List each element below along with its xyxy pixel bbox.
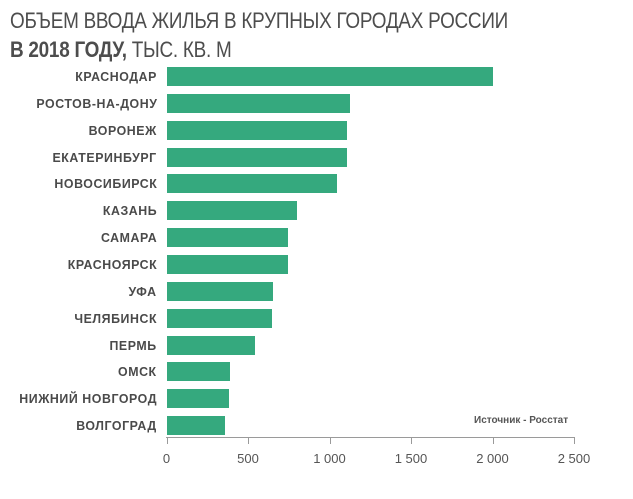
bar (167, 335, 256, 355)
bar-row: ПЕРМЬ (0, 335, 633, 355)
bar (167, 201, 298, 221)
bar (167, 93, 351, 113)
category-label: ЧЕЛЯБИНСК (74, 310, 157, 326)
category-label: ВОЛГОГРАД (76, 418, 157, 434)
category-label: УФА (128, 283, 157, 299)
category-label: ВОРОНЕЖ (88, 122, 157, 138)
x-axis-tick-label: 2 500 (557, 451, 591, 466)
x-axis-tick-label: 500 (237, 451, 259, 466)
bar-row: ЧЕЛЯБИНСК (0, 308, 633, 328)
chart-title-line2: В 2018 ГОДУ, ТЫС. КВ. М (10, 35, 508, 64)
bar (167, 120, 348, 140)
chart-title: ОБЪЕМ ВВОДА ЖИЛЬЯ В КРУПНЫХ ГОРОДАХ РОСС… (10, 6, 508, 64)
x-axis-tick-label: 1 500 (394, 451, 428, 466)
x-axis-tick-label: 0 (162, 451, 171, 466)
bar (167, 147, 348, 167)
bar-row: УФА (0, 281, 633, 301)
x-axis-tick (167, 437, 168, 444)
bar (167, 228, 288, 248)
x-axis-tick (248, 437, 249, 444)
bar (167, 389, 229, 409)
category-label: НИЖНИЙ НОВГОРОД (19, 391, 157, 407)
bar (167, 281, 273, 301)
bar-row: ВОРОНЕЖ (0, 120, 633, 140)
x-axis-tick (330, 437, 331, 444)
bar (167, 254, 288, 274)
x-axis-tick-label: 1 000 (313, 451, 346, 466)
category-label: ЕКАТЕРИНБУРГ (52, 149, 157, 165)
bar-row: ОМСК (0, 362, 633, 382)
bar (167, 67, 493, 86)
category-label: НОВОСИБИРСК (54, 176, 157, 192)
bar (167, 416, 225, 436)
bar-row: ЕКАТЕРИНБУРГ (0, 147, 633, 167)
bar-row: КРАСНОЯРСК (0, 254, 633, 274)
category-label: ПЕРМЬ (109, 337, 157, 353)
chart-title-line1: ОБЪЕМ ВВОДА ЖИЛЬЯ В КРУПНЫХ ГОРОДАХ РОСС… (10, 8, 509, 33)
bar-row: КРАСНОДАР (0, 67, 633, 86)
chart-title-year: В 2018 ГОДУ, (10, 37, 127, 62)
bar-row: НИЖНИЙ НОВГОРОД (0, 389, 633, 409)
category-label: РОСТОВ-НА-ДОНУ (35, 95, 157, 111)
x-axis-tick-label: 2 000 (476, 451, 509, 466)
bar (167, 174, 338, 194)
bar-row: ВОЛГОГРАД (0, 416, 633, 436)
x-axis-tick (574, 437, 575, 444)
x-axis-line (166, 437, 574, 438)
bar-row: РОСТОВ-НА-ДОНУ (0, 93, 633, 113)
bar (167, 308, 273, 328)
category-label: САМАРА (100, 230, 157, 246)
x-axis-tick (411, 437, 412, 444)
bar (167, 362, 230, 382)
bar-row: КАЗАНЬ (0, 201, 633, 221)
bar-row: САМАРА (0, 228, 633, 248)
source-note: Источник - Росстат (474, 415, 569, 426)
category-label: КАЗАНЬ (102, 203, 157, 219)
x-axis-tick (493, 437, 494, 444)
category-label: КРАСНОЯРСК (67, 256, 157, 272)
category-label: ОМСК (118, 364, 157, 380)
chart-title-units: ТЫС. КВ. М (126, 37, 232, 62)
bar-row: НОВОСИБИРСК (0, 174, 633, 194)
category-label: КРАСНОДАР (75, 69, 157, 84)
